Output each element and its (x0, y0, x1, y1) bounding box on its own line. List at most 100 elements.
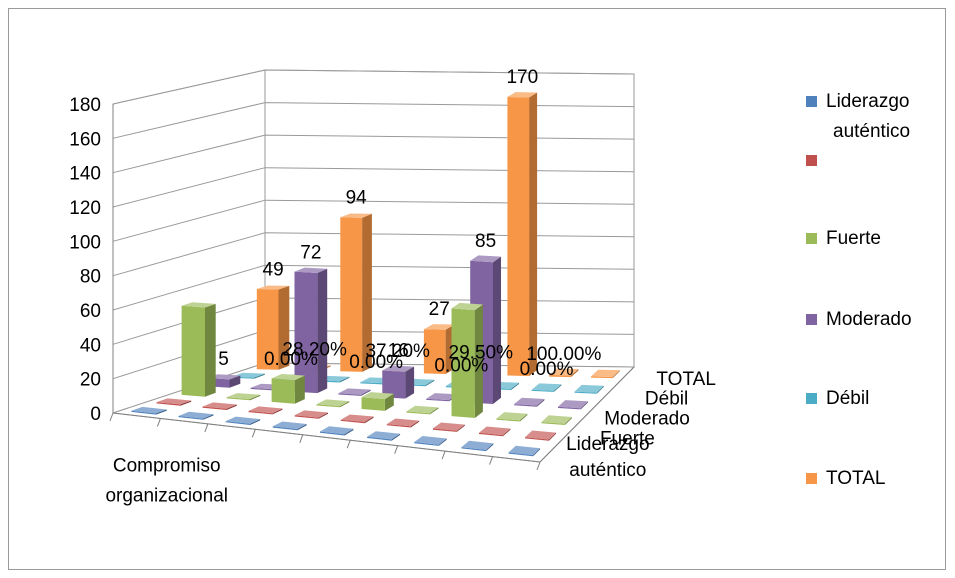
bar-top (320, 426, 354, 435)
bar-front (272, 426, 298, 431)
data-label: 0.00% (349, 352, 403, 373)
y-tick-label: 160 (69, 129, 101, 150)
bar-side (493, 256, 501, 404)
bar-top (382, 365, 415, 372)
bar (549, 368, 579, 378)
depth-label: TOTAL (656, 369, 715, 390)
y-tick-label: 120 (69, 198, 101, 219)
bar-front (338, 393, 362, 396)
bar-front (316, 404, 340, 408)
bar-front (451, 308, 475, 418)
y-tick-label: 0 (90, 404, 101, 425)
bar-top (479, 426, 511, 436)
bar-side (226, 404, 237, 410)
bar-top (541, 415, 572, 424)
bar-top (272, 421, 307, 429)
bar (202, 402, 237, 410)
bar (426, 393, 458, 402)
bar-side (344, 428, 354, 436)
bar (181, 302, 216, 397)
bar-front (531, 389, 554, 392)
bar (479, 426, 511, 437)
bar-front (156, 402, 181, 406)
y-tick-label: 60 (80, 301, 101, 322)
bar-side (511, 382, 519, 390)
bar-top (514, 397, 545, 406)
bar-top (131, 406, 167, 414)
bar-top (461, 440, 494, 450)
bar-front (178, 415, 204, 420)
bar-side (362, 213, 372, 372)
bar (271, 374, 305, 404)
bar-side (502, 428, 511, 437)
x-tick-mark (536, 461, 541, 471)
data-label: 49 (263, 259, 284, 280)
bar-side (391, 433, 401, 441)
bar-front (432, 428, 457, 432)
bar-top (426, 393, 458, 401)
bar (531, 383, 562, 392)
bar-front (225, 421, 251, 425)
legend-item (806, 155, 817, 166)
bar-front (294, 271, 318, 394)
x-tick-mark (394, 445, 399, 454)
bar-front (386, 424, 411, 428)
bar-side (612, 370, 620, 379)
bar-top (470, 255, 501, 263)
bar (340, 213, 372, 372)
bar-side (533, 448, 541, 457)
bar-front (248, 410, 273, 415)
bar-top (423, 324, 455, 330)
bar (414, 436, 447, 446)
bar-side (361, 389, 371, 396)
bar-side (474, 304, 483, 418)
x-tick-mark (109, 412, 114, 422)
bar-front (426, 398, 450, 402)
bar-front (131, 410, 156, 415)
bar-top (225, 416, 261, 424)
data-label: 29.50% (449, 343, 514, 364)
legend-label: Fuerte (826, 228, 881, 249)
bar (461, 440, 494, 452)
legend-swatch (806, 314, 817, 325)
bar-front (507, 97, 530, 377)
legend-swatch (806, 96, 817, 107)
bar-top (338, 388, 371, 395)
bar-top (507, 92, 538, 98)
bar-side (384, 393, 394, 411)
bar-top (294, 410, 328, 418)
legend-swatch (806, 233, 817, 244)
bar-front (340, 419, 365, 424)
bar-front (496, 418, 520, 422)
legend-item: Débil (806, 388, 869, 409)
y-tick-label: 100 (69, 232, 101, 253)
bar-side (155, 409, 167, 415)
bar (156, 398, 192, 406)
bar-side (250, 394, 261, 401)
bar-top (508, 445, 541, 456)
bar (541, 415, 572, 425)
data-label: 27 (429, 299, 450, 320)
depth-label: Moderado (604, 409, 690, 430)
y-axis: 0 20 40 60 80 100 120 140 160 180 (69, 95, 114, 425)
y-tick-label: 140 (69, 164, 101, 185)
bar-top (367, 431, 401, 440)
bar (432, 422, 465, 432)
bar-top (156, 398, 192, 405)
bar (256, 285, 290, 370)
bar-side (456, 424, 465, 432)
x-tick-mark (251, 429, 256, 438)
bar-top (406, 405, 439, 414)
bar-top (226, 393, 261, 399)
bar-front (226, 397, 250, 401)
bar-front (360, 382, 383, 385)
bar-top (574, 384, 604, 393)
bar (178, 411, 214, 420)
data-label: 37.20% (365, 341, 430, 362)
bar-front (382, 370, 406, 399)
bar (558, 400, 588, 410)
bar-side (272, 408, 283, 415)
bar-side (564, 417, 572, 425)
gridline (112, 69, 635, 105)
bar-front (271, 378, 295, 404)
